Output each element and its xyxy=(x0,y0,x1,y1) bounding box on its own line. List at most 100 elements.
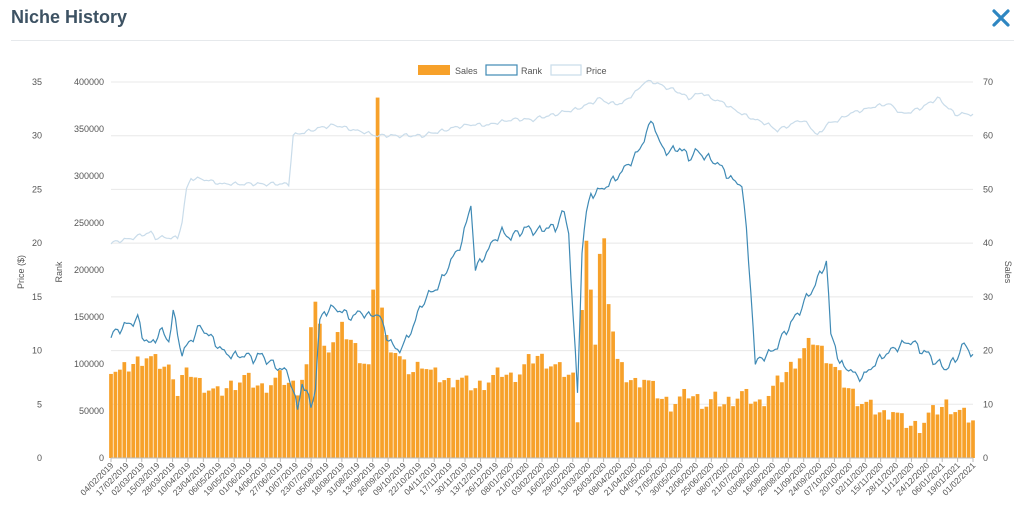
sales-bar xyxy=(500,376,504,458)
sales-bar xyxy=(851,388,855,458)
sales-bar xyxy=(251,387,256,458)
sales-bar xyxy=(317,323,322,458)
sales-bar xyxy=(246,372,251,458)
price-tick-label: 35 xyxy=(32,77,42,87)
sales-bar xyxy=(406,374,411,458)
sales-tick-label: 50 xyxy=(983,184,993,194)
sales-bar xyxy=(486,382,491,458)
sales-bar xyxy=(966,422,971,458)
sales-bar xyxy=(935,414,940,458)
sales-bar xyxy=(464,375,469,458)
sales-bar xyxy=(273,377,278,458)
price-tick-label: 15 xyxy=(32,292,42,302)
sales-bar xyxy=(335,332,340,458)
sales-bar xyxy=(584,240,589,458)
sales-bar xyxy=(726,396,731,458)
sales-bar xyxy=(517,374,522,458)
sales-bar xyxy=(402,359,407,458)
sales-bar xyxy=(802,348,807,458)
sales-bar xyxy=(451,387,455,458)
sales-bar xyxy=(873,414,878,458)
sales-bar xyxy=(118,369,122,458)
legend-rank[interactable]: Rank xyxy=(485,64,543,76)
rank-tick-label: 250000 xyxy=(74,218,104,228)
sales-bar xyxy=(891,412,895,458)
sales-bar xyxy=(353,343,358,458)
sales-bar xyxy=(637,387,642,458)
sales-bar xyxy=(793,368,798,458)
rank-tick-label: 300000 xyxy=(74,171,104,181)
close-button[interactable] xyxy=(988,5,1014,31)
sales-bar xyxy=(828,363,833,458)
sales-bar xyxy=(122,362,127,458)
sales-bar xyxy=(491,375,495,458)
sales-bar xyxy=(766,395,771,458)
sales-bar xyxy=(957,409,962,458)
sales-bar xyxy=(842,387,847,458)
sales-bar xyxy=(260,383,264,458)
sales-bar xyxy=(713,391,718,458)
sales-bar xyxy=(469,390,473,458)
sales-bar xyxy=(722,404,727,458)
price-tick-label: 10 xyxy=(32,346,42,356)
sales-bar xyxy=(189,376,193,458)
sales-bar xyxy=(753,401,758,458)
sales-bar xyxy=(926,412,931,458)
sales-bar xyxy=(762,406,767,458)
sales-bar xyxy=(242,375,247,458)
price-tick-label: 0 xyxy=(37,453,42,463)
sales-bar xyxy=(704,406,709,458)
sales-bar xyxy=(940,406,944,458)
sales-bar xyxy=(540,353,544,458)
sales-bar xyxy=(784,372,789,458)
rank-line xyxy=(110,120,974,410)
sales-bar xyxy=(371,289,376,458)
rank-tick-label: 0 xyxy=(99,453,104,463)
sales-bar xyxy=(460,377,464,458)
sales-bars xyxy=(109,97,975,458)
sales-bar xyxy=(126,371,131,458)
sales-bar xyxy=(149,356,153,458)
sales-bar xyxy=(180,375,184,458)
sales-bar xyxy=(860,404,864,458)
sales-bar xyxy=(544,368,549,458)
sales-bar xyxy=(797,358,802,458)
sales-bar xyxy=(109,373,113,458)
legend[interactable]: Sales Rank Price xyxy=(418,64,607,76)
sales-bar xyxy=(224,388,229,458)
legend-price[interactable]: Price xyxy=(550,64,607,76)
legend-price-label: Price xyxy=(586,66,607,76)
sales-bar xyxy=(571,372,575,458)
sales-bar xyxy=(744,388,749,458)
sales-bar xyxy=(673,404,678,458)
sales-bar xyxy=(495,367,500,458)
sales-bar xyxy=(286,382,291,458)
sales-bar xyxy=(295,395,300,458)
rank-axis-label: Rank xyxy=(54,261,64,283)
sales-bar xyxy=(291,380,296,458)
legend-sales[interactable]: Sales xyxy=(418,65,478,76)
sales-bar xyxy=(193,377,198,458)
sales-bar xyxy=(215,386,220,458)
sales-bar xyxy=(362,363,367,458)
sales-bar xyxy=(611,331,615,458)
sales-bar xyxy=(162,366,167,458)
sales-bar xyxy=(366,364,371,458)
legend-sales-label: Sales xyxy=(455,66,478,76)
sales-bar xyxy=(735,398,740,458)
sales-bar xyxy=(229,380,233,458)
sales-bar xyxy=(589,289,593,458)
legend-rank-label: Rank xyxy=(521,66,543,76)
left-price-axis: 0 5 10 15 20 25 30 35 xyxy=(32,77,42,463)
sales-bar xyxy=(775,375,780,458)
sales-bar xyxy=(895,412,900,458)
sales-bar xyxy=(811,344,815,458)
sales-bar xyxy=(682,388,687,458)
sales-bar xyxy=(655,398,660,458)
sales-bar xyxy=(771,385,775,458)
sales-bar xyxy=(269,385,273,458)
sales-bar xyxy=(393,352,398,458)
sales-bar xyxy=(597,253,602,458)
sales-bar xyxy=(900,413,904,458)
sales-bar xyxy=(864,401,869,458)
